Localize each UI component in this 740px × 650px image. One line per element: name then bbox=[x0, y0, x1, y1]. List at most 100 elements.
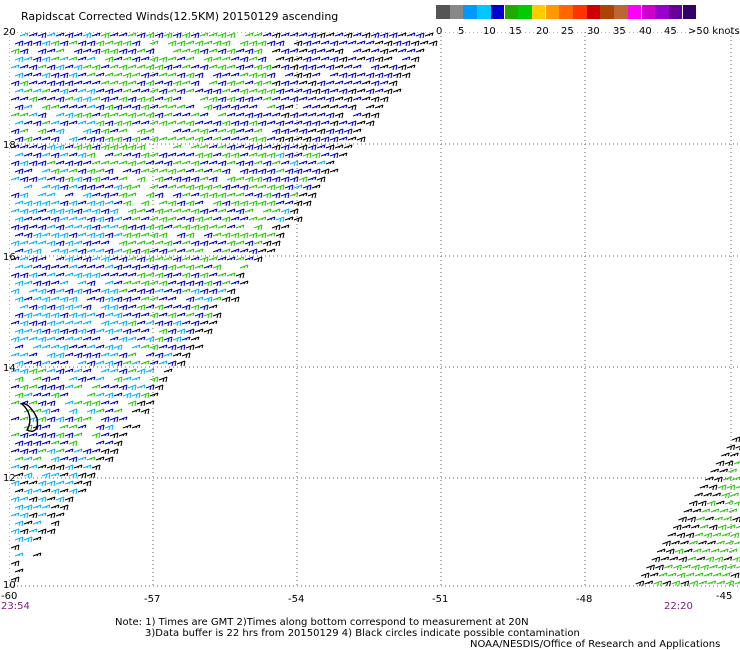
y-tick-12: 12 bbox=[3, 473, 16, 484]
wind-barb bbox=[122, 296, 132, 303]
wind-barb bbox=[275, 152, 285, 159]
wind-barb bbox=[149, 56, 159, 63]
wind-barb bbox=[176, 200, 186, 207]
wind-barb bbox=[379, 32, 389, 39]
wind-barb bbox=[46, 192, 56, 197]
wind-barb bbox=[388, 64, 398, 71]
wind-barb bbox=[316, 112, 326, 117]
wind-barb bbox=[77, 376, 87, 383]
legend-swatch bbox=[518, 5, 532, 19]
legend-swatch bbox=[600, 5, 614, 19]
wind-barb bbox=[208, 64, 218, 69]
wind-barb bbox=[28, 176, 38, 183]
wind-barb bbox=[10, 192, 20, 199]
wind-barb bbox=[667, 572, 677, 577]
wind-barb bbox=[715, 460, 725, 467]
wind-barb bbox=[181, 352, 191, 359]
wind-barb bbox=[302, 200, 312, 207]
wind-barb bbox=[239, 200, 249, 207]
wind-barb bbox=[109, 368, 119, 373]
wind-barb bbox=[73, 176, 83, 183]
legend-label-45: 45 bbox=[664, 26, 677, 37]
wind-barb bbox=[212, 88, 222, 95]
wind-barb bbox=[154, 64, 164, 71]
wind-barb bbox=[86, 376, 96, 381]
wind-barb bbox=[113, 56, 123, 61]
wind-barb bbox=[131, 248, 141, 255]
wind-barb bbox=[28, 144, 38, 149]
wind-barb bbox=[289, 144, 299, 149]
wind-barb bbox=[158, 376, 168, 383]
wind-barb bbox=[181, 240, 191, 245]
wind-barb bbox=[104, 280, 114, 285]
wind-barb bbox=[727, 564, 736, 569]
wind-barb bbox=[262, 32, 272, 37]
wind-barb bbox=[140, 152, 150, 159]
wind-barb bbox=[271, 160, 281, 165]
wind-barb bbox=[706, 500, 716, 507]
end-time-label: 22:20 bbox=[664, 601, 693, 612]
wind-barb bbox=[199, 256, 209, 263]
wind-barb bbox=[253, 256, 263, 263]
wind-barb bbox=[10, 336, 20, 343]
wind-barb bbox=[365, 120, 375, 127]
wind-barb bbox=[86, 216, 96, 223]
wind-barb bbox=[46, 400, 56, 407]
wind-barb bbox=[226, 176, 236, 183]
wind-barb bbox=[320, 120, 330, 125]
wind-barb bbox=[212, 120, 222, 127]
wind-barb bbox=[253, 160, 263, 165]
wind-barb bbox=[266, 136, 276, 141]
wind-barb bbox=[723, 476, 732, 481]
wind-barb bbox=[73, 352, 83, 359]
wind-barb bbox=[181, 224, 191, 231]
wind-barb bbox=[235, 48, 245, 53]
wind-barb bbox=[10, 528, 20, 535]
wind-barb bbox=[68, 216, 78, 221]
wind-barb bbox=[46, 160, 56, 165]
wind-barb bbox=[172, 240, 182, 245]
wind-barb bbox=[280, 96, 290, 101]
wind-barb bbox=[185, 344, 195, 351]
wind-barb bbox=[325, 112, 335, 119]
wind-barb bbox=[660, 556, 670, 561]
wind-barb bbox=[127, 384, 137, 391]
wind-barb bbox=[113, 120, 123, 127]
wind-barb bbox=[248, 136, 258, 143]
wind-barb bbox=[374, 104, 384, 109]
wind-barb bbox=[41, 504, 51, 509]
wind-barb bbox=[37, 512, 47, 517]
wind-barb bbox=[203, 88, 213, 95]
wind-barb bbox=[176, 104, 186, 109]
wind-barb bbox=[167, 312, 177, 319]
y-tick-14: 14 bbox=[3, 363, 16, 374]
wind-barb bbox=[127, 208, 137, 215]
wind-barb bbox=[248, 216, 258, 221]
wind-barb bbox=[23, 248, 33, 255]
wind-barb bbox=[14, 568, 24, 573]
wind-barb bbox=[64, 336, 74, 341]
wind-barb bbox=[289, 96, 299, 103]
wind-barb bbox=[59, 392, 69, 397]
wind-barb bbox=[154, 192, 164, 199]
wind-barb bbox=[370, 80, 380, 87]
wind-barb bbox=[95, 456, 105, 461]
wind-barb bbox=[82, 128, 92, 135]
wind-barb bbox=[140, 248, 150, 255]
wind-barb bbox=[221, 136, 231, 141]
wind-barb bbox=[55, 176, 65, 183]
wind-barb bbox=[190, 320, 200, 327]
wind-barb bbox=[735, 485, 740, 489]
wind-barb bbox=[140, 120, 150, 125]
wind-barb bbox=[208, 224, 218, 229]
wind-barb bbox=[167, 360, 177, 367]
wind-barb bbox=[77, 216, 87, 221]
wind-barb bbox=[190, 176, 200, 183]
wind-barb bbox=[46, 368, 56, 373]
wind-barb bbox=[50, 168, 60, 175]
wind-barb bbox=[163, 64, 173, 71]
wind-barb bbox=[95, 424, 105, 431]
wind-barb bbox=[356, 56, 366, 61]
wind-barb bbox=[68, 456, 78, 463]
wind-barb bbox=[248, 104, 258, 109]
